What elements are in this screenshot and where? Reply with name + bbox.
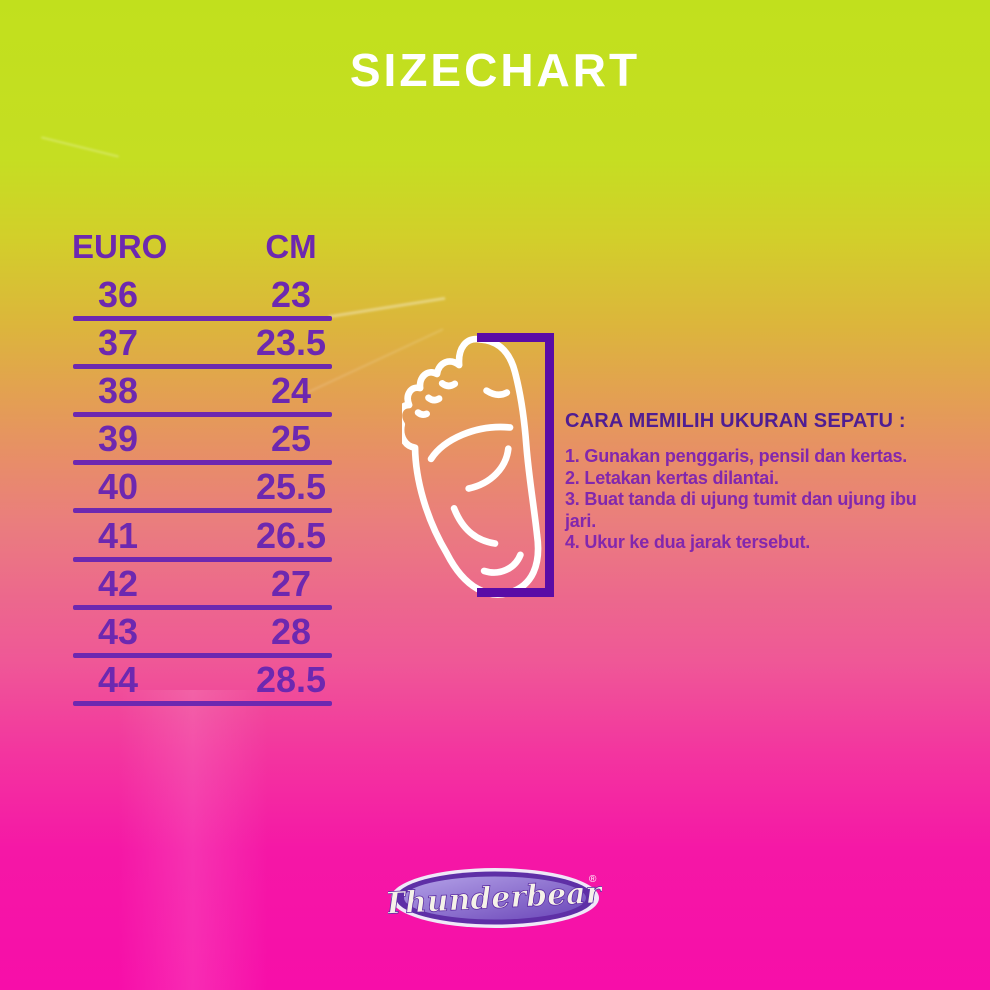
guide-steps: 1. Gunakan penggaris, pensil dan kertas.… [565,446,935,554]
guide-step: 4. Ukur ke dua jarak tersebut. [565,532,811,552]
table-row: 41 26.5 [72,514,336,556]
row-divider [73,412,332,418]
row-divider [73,508,332,514]
guide-step: 3. Buat tanda di ujung tumit dan ujung i… [565,489,917,531]
euro-size-value: 36 [97,274,139,315]
measure-bracket-icon [545,333,554,597]
size-table-header: EURO CM [72,228,336,266]
cm-size-value: 28 [270,610,312,652]
euro-size-value: 43 [97,610,139,652]
guide-step: 2. Letakan kertas dilantai. [565,467,779,488]
logo-inner-fill [404,876,586,920]
cm-size-value: 23.5 [255,322,327,364]
table-row: 38 24 [72,373,336,409]
measure-bracket-icon [477,333,551,342]
table-row: 42 27 [72,562,336,604]
brand-logo: Thunderbear ® [388,868,602,928]
table-row: 37 23.5 [72,325,336,361]
row-divider [73,460,332,466]
measure-bracket-icon [477,588,551,597]
table-row: 40 25.5 [72,469,336,505]
table-row: 36 23 [72,277,336,313]
cm-size-value: 28.5 [255,658,327,700]
row-divider [73,652,332,658]
measuring-guide: CARA MEMILIH UKURAN SEPATU : 1. Gunakan … [565,410,935,554]
row-divider [73,316,332,321]
table-row: 44 28.5 [72,658,336,700]
euro-size-value: 37 [97,322,139,364]
table-row: 39 25 [72,421,336,457]
table-row: 43 28 [72,610,336,652]
euro-size-value: 41 [97,514,139,556]
foot-outline-icon [402,335,542,598]
euro-size-value: 44 [97,658,139,700]
euro-size-value: 40 [97,466,139,508]
cm-size-value: 24 [270,370,312,412]
page-title: SIZECHART [349,44,641,96]
cm-size-value: 23 [270,274,312,315]
row-divider [73,364,332,370]
cm-size-value: 25 [270,418,312,460]
euro-size-value: 42 [97,562,139,604]
cm-size-value: 25.5 [255,466,327,508]
euro-size-value: 38 [97,370,139,412]
euro-size-value: 39 [97,418,139,460]
registered-mark: ® [589,874,597,885]
euro-column-header: EURO [72,228,168,265]
cm-size-value: 27 [270,562,312,604]
row-divider [73,556,332,562]
size-table: EURO CM 36 23 37 23.5 38 24 39 25 40 25.5 41 26.5 42… [72,0,336,760]
row-divider [73,604,332,610]
guide-heading: CARA MEMILIH UKURAN SEPATU : [565,410,906,432]
cm-size-value: 26.5 [255,514,327,556]
row-divider [73,700,332,706]
guide-step: 1. Gunakan penggaris, pensil dan kertas. [565,446,908,466]
cm-column-header: CM [265,228,317,265]
